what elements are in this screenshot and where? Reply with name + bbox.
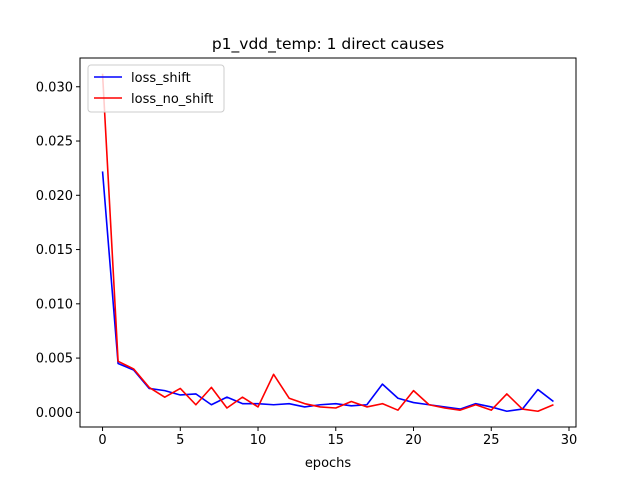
legend-label-loss-shift: loss_shift: [131, 71, 191, 86]
series-line-loss-shift: [101, 171, 554, 413]
y-tick-label: 0.010: [36, 297, 73, 312]
series-line-loss-no-shift: [101, 73, 554, 413]
x-tick-label: 25: [483, 433, 500, 448]
y-tick-label: 0.025: [36, 135, 73, 150]
x-tick-label: 10: [250, 433, 267, 448]
y-tick-label: 0.005: [36, 352, 73, 367]
axes-frame: [79, 57, 577, 428]
y-tick-label: 0.000: [36, 406, 73, 421]
x-tick-label: 0: [98, 433, 106, 448]
x-tick-label: 20: [405, 433, 422, 448]
y-tick-label: 0.015: [36, 243, 73, 258]
x-tick-label: 5: [176, 433, 184, 448]
x-tick-label: 15: [328, 433, 345, 448]
y-tick-label: 0.020: [36, 189, 73, 204]
legend-label-loss-no-shift: loss_no_shift: [131, 92, 213, 107]
chart-title: p1_vdd_temp: 1 direct causes: [212, 35, 444, 54]
x-axis-label: epochs: [305, 456, 352, 471]
x-tick-label: 30: [561, 433, 578, 448]
plot-area: 0 5 10 15 20 25 30 0.000 0.005 0.010 0.015 0.020 0.0…: [36, 57, 578, 448]
y-tick-label: 0.030: [36, 80, 73, 95]
legend: loss_shift loss_no_shift: [87, 64, 225, 113]
